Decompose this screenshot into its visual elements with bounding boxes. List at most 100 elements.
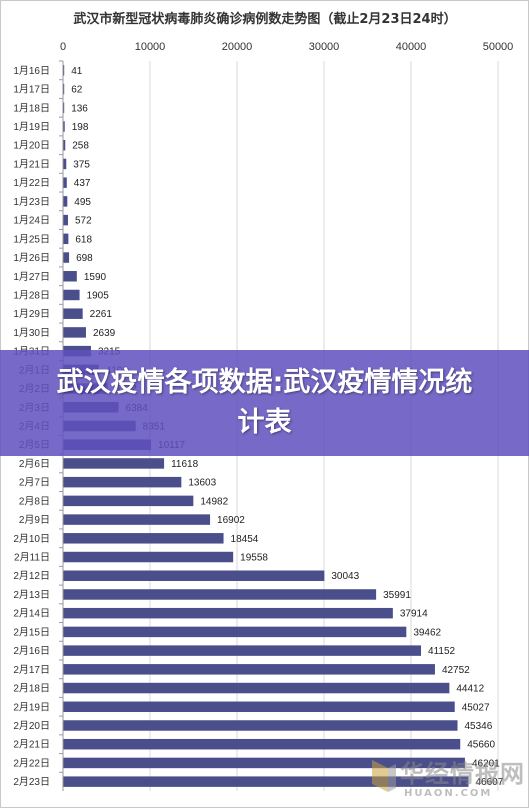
watermark: 华经情报网 HUAON.COM xyxy=(370,752,529,808)
bar xyxy=(63,139,66,151)
bar xyxy=(63,757,465,769)
bar xyxy=(63,83,65,95)
bar xyxy=(63,607,393,619)
bar xyxy=(63,776,469,787)
y-tick-label: 2月15日 xyxy=(13,626,50,638)
bar xyxy=(63,626,407,638)
bar xyxy=(63,214,68,226)
y-tick-label: 2月20日 xyxy=(13,720,50,732)
y-tick-label: 1月20日 xyxy=(13,140,50,152)
y-tick-label: 1月24日 xyxy=(13,215,50,227)
bar xyxy=(63,289,80,301)
bar xyxy=(63,514,211,525)
x-tick-label: 40000 xyxy=(396,41,427,53)
data-label: 13603 xyxy=(188,478,216,489)
y-tick-label: 2月8日 xyxy=(19,495,50,507)
bar xyxy=(63,495,194,507)
x-tick-label: 10000 xyxy=(135,41,166,53)
bar xyxy=(63,720,458,731)
y-tick-label: 2月9日 xyxy=(19,514,50,526)
data-label: 2639 xyxy=(93,328,116,339)
y-tick-label: 2月10日 xyxy=(13,533,50,545)
bar xyxy=(63,533,224,544)
data-label: 198 xyxy=(72,122,89,133)
data-label: 42752 xyxy=(442,665,470,676)
y-tick-label: 1月16日 xyxy=(13,65,50,77)
data-label: 1905 xyxy=(87,290,110,301)
bar xyxy=(63,682,450,694)
data-label: 45660 xyxy=(467,740,495,751)
y-tick-label: 1月19日 xyxy=(13,121,50,133)
data-label: 37914 xyxy=(400,609,428,620)
bar xyxy=(63,65,65,76)
overlay-title: 武汉疫情各项数据:武汉疫情情况统计表 xyxy=(56,367,473,438)
x-tick-label: 30000 xyxy=(309,41,340,53)
overlay-banner: 武汉疫情各项数据:武汉疫情情况统计表 xyxy=(0,350,529,456)
y-tick-label: 1月29日 xyxy=(13,308,50,320)
data-label: 19558 xyxy=(240,553,268,564)
bar xyxy=(63,177,67,188)
bar xyxy=(63,551,234,563)
bar xyxy=(63,158,67,170)
data-label: 495 xyxy=(74,197,91,208)
chart-title: 武汉市新型冠状病毒肺炎确诊病例数走势图（截止2月23日24时） xyxy=(73,11,456,27)
bar xyxy=(63,252,70,263)
data-label: 46607 xyxy=(475,777,503,788)
bar xyxy=(63,102,65,114)
x-tick-label: 20000 xyxy=(222,41,253,53)
bar xyxy=(63,589,377,600)
bar xyxy=(63,458,165,469)
data-label: 698 xyxy=(76,253,93,264)
bar xyxy=(63,738,461,750)
y-tick-label: 2月7日 xyxy=(19,477,50,489)
bar xyxy=(63,570,325,581)
bar xyxy=(63,233,69,245)
bar xyxy=(63,476,182,488)
watermark-en: HUAON.COM xyxy=(404,788,493,799)
data-label: 11618 xyxy=(171,459,199,470)
data-label: 136 xyxy=(71,103,88,114)
data-label: 16902 xyxy=(217,515,245,526)
data-label: 46201 xyxy=(472,758,500,769)
data-label: 437 xyxy=(74,178,91,189)
y-tick-label: 1月21日 xyxy=(13,158,50,170)
bar xyxy=(63,196,68,207)
data-label: 18454 xyxy=(231,534,259,545)
y-tick-label: 2月16日 xyxy=(13,645,50,657)
bar xyxy=(63,271,77,282)
bar xyxy=(63,701,455,713)
y-tick-label: 2月18日 xyxy=(13,683,50,695)
data-label: 258 xyxy=(72,141,89,152)
data-label: 39462 xyxy=(413,627,441,638)
watermark-logo-icon xyxy=(372,760,396,792)
watermark-cn: 华经情报网 xyxy=(400,760,525,788)
data-label: 2261 xyxy=(90,309,113,320)
data-label: 45346 xyxy=(465,721,493,732)
data-label: 41152 xyxy=(428,646,456,657)
y-tick-label: 1月28日 xyxy=(13,289,50,301)
y-tick-label: 1月17日 xyxy=(13,84,50,96)
bar xyxy=(63,664,435,675)
data-label: 35991 xyxy=(383,590,411,601)
y-tick-label: 1月26日 xyxy=(13,252,50,264)
y-axis-ticks: 1月16日 1月17日 1月18日 1月19日 1月20日 1月21日 1月22日 1月23日… xyxy=(13,60,63,788)
x-tick-label: 50000 xyxy=(483,41,514,53)
y-tick-label: 2月14日 xyxy=(13,608,50,620)
bar xyxy=(63,121,65,132)
y-tick-label: 2月23日 xyxy=(13,776,50,788)
y-tick-label: 1月23日 xyxy=(13,196,50,208)
x-axis-ticks: 0 10000 20000 30000 40000 50000 xyxy=(60,41,513,53)
data-label: 572 xyxy=(75,216,92,227)
bar xyxy=(63,308,83,319)
y-tick-label: 2月13日 xyxy=(13,589,50,601)
y-tick-label: 2月21日 xyxy=(13,739,50,751)
data-label: 14982 xyxy=(200,496,228,507)
data-label: 45027 xyxy=(462,702,490,713)
y-tick-label: 2月6日 xyxy=(19,458,50,470)
data-label: 375 xyxy=(73,159,90,170)
y-tick-label: 2月22日 xyxy=(13,757,50,769)
y-tick-label: 1月22日 xyxy=(13,177,50,189)
y-tick-label: 2月17日 xyxy=(13,664,50,676)
y-tick-label: 1月30日 xyxy=(13,327,50,339)
